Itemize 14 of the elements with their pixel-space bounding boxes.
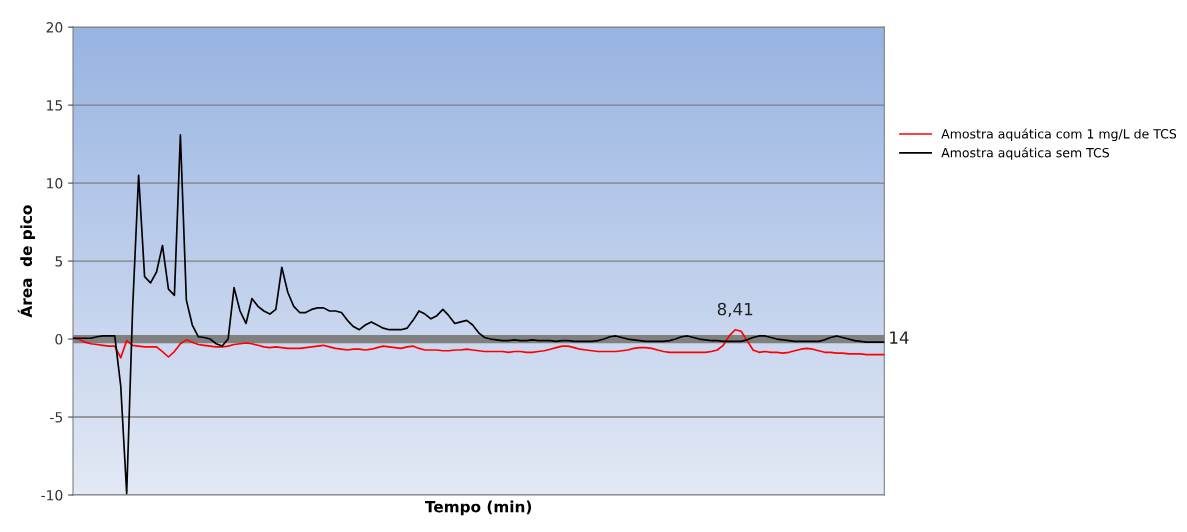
y-tick-label: 20 [46, 22, 63, 33]
annotation: 8,41 [717, 302, 753, 318]
y-tick-label: -5 [50, 412, 63, 423]
text: 14 [890, 331, 909, 344]
line-series [73, 328, 885, 359]
y-tick-label: 15 [47, 100, 63, 111]
x-axis-title: Tempo (min) [425, 500, 532, 516]
y-axis-title: Área de pico [17, 205, 36, 318]
legend-label: Amostra aquática sem TCS [941, 147, 1110, 160]
y-tick-label: 10 [47, 178, 63, 189]
y-tick-label: -10 [41, 489, 63, 501]
legend-label: Amostra aquática com 1 mg/L de TCS [941, 128, 1177, 141]
y-tick-label: 5 [55, 256, 63, 267]
y-tick-label: 0 [55, 334, 63, 345]
